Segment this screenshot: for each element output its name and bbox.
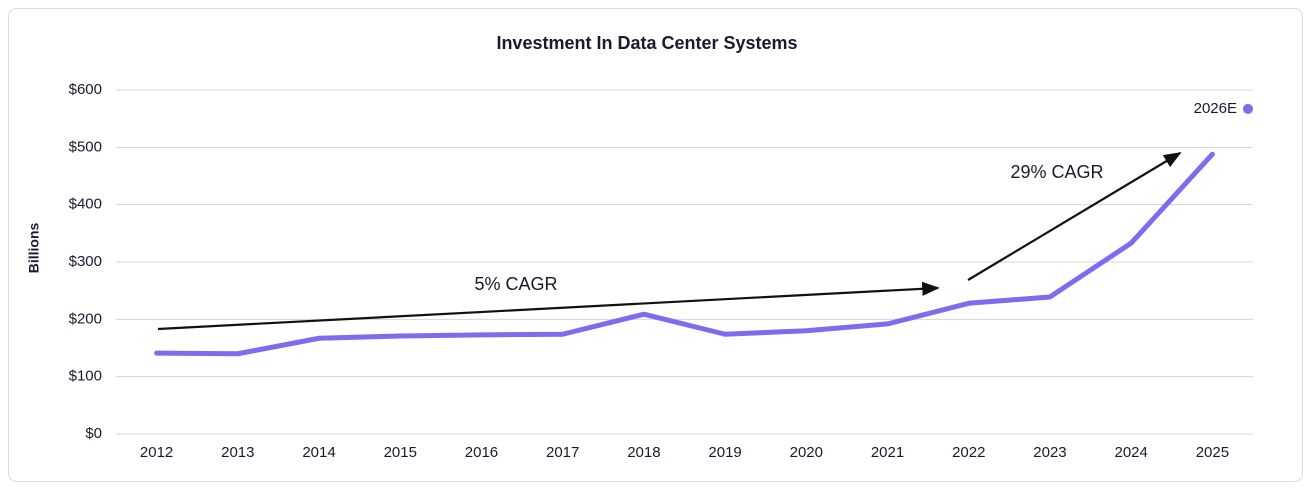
plot: 2026E	[154, 100, 1253, 357]
y-tick-label: $0	[85, 425, 102, 442]
chart-title: Investment In Data Center Systems	[496, 33, 797, 53]
arrow	[157, 281, 940, 331]
arrow	[967, 152, 1182, 281]
y-tick-label: $100	[69, 368, 102, 385]
x-tick-label: 2021	[871, 444, 904, 461]
annotation: 29% CAGR	[1010, 162, 1103, 182]
x-tick-label: 2013	[221, 444, 254, 461]
x-tick-label: 2019	[708, 444, 741, 461]
x-tick-label: 2015	[384, 444, 417, 461]
line-series	[154, 151, 1215, 357]
y-tick-label: $500	[69, 138, 102, 155]
estimate-point	[1243, 103, 1253, 114]
x-tick-label: 2016	[465, 444, 498, 461]
y-tick-label: $400	[69, 196, 102, 213]
x-tick-label: 2012	[140, 444, 173, 461]
x-tick-label: 2024	[1114, 444, 1147, 461]
x-tick-label: 2017	[546, 444, 579, 461]
estimate-label: 2026E	[1194, 100, 1237, 117]
x-tick-label: 2023	[1033, 444, 1066, 461]
x-tick-label: 2022	[952, 444, 985, 461]
y-tick-label: $300	[69, 253, 102, 270]
y-axis-label: Billions	[26, 223, 42, 274]
y-tick-label: $600	[69, 81, 102, 98]
annotation: 5% CAGR	[474, 274, 557, 294]
card	[8, 8, 1303, 482]
y-tick-label: $200	[69, 310, 102, 327]
x-tick-label: 2014	[302, 444, 335, 461]
x-tick-label: 2025	[1196, 444, 1229, 461]
x-tick-label: 2018	[627, 444, 660, 461]
grid: $0 $100 $200 $300 $400 $500 $600 2012 2013 2014 20…	[69, 81, 1253, 461]
x-tick-label: 2020	[790, 444, 823, 461]
